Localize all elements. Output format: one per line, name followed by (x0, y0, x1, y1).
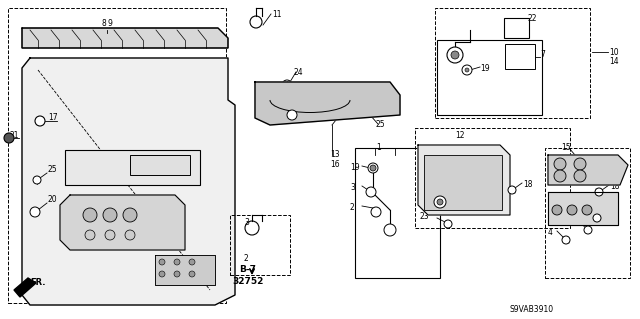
Bar (130, 155, 190, 175)
Text: 17: 17 (48, 114, 58, 122)
Bar (355, 148, 440, 278)
Bar (435, 8, 590, 118)
Circle shape (174, 271, 180, 277)
Circle shape (366, 187, 376, 197)
Text: 12: 12 (455, 131, 465, 140)
Text: 3: 3 (350, 183, 355, 192)
Bar (505, 44, 535, 69)
Polygon shape (14, 278, 36, 297)
Circle shape (159, 259, 165, 265)
Bar (230, 215, 290, 275)
Text: 3: 3 (244, 218, 249, 227)
Bar (437, 40, 542, 115)
Bar (415, 128, 570, 228)
Circle shape (508, 186, 516, 194)
Circle shape (552, 205, 562, 215)
Circle shape (189, 259, 195, 265)
Circle shape (593, 214, 601, 222)
Polygon shape (548, 192, 618, 225)
Polygon shape (22, 58, 235, 305)
Text: 5: 5 (572, 218, 577, 227)
Text: 14: 14 (609, 57, 619, 66)
Polygon shape (22, 28, 228, 48)
Bar (424, 155, 502, 210)
Bar (504, 18, 529, 38)
Polygon shape (418, 145, 510, 215)
Circle shape (159, 271, 165, 277)
Text: 11: 11 (272, 10, 282, 19)
Circle shape (584, 226, 592, 234)
Text: 10: 10 (609, 48, 619, 57)
Circle shape (174, 259, 180, 265)
Circle shape (370, 165, 376, 171)
Text: 24: 24 (294, 68, 303, 77)
Text: 18: 18 (610, 182, 620, 191)
Text: 13: 13 (330, 150, 340, 159)
Bar (65, 150, 200, 185)
Text: 19: 19 (350, 163, 360, 172)
Text: 7: 7 (540, 50, 545, 59)
Text: 18: 18 (523, 180, 532, 189)
Circle shape (85, 230, 95, 240)
Text: 2: 2 (350, 203, 355, 212)
Circle shape (574, 158, 586, 170)
Text: 15: 15 (561, 143, 571, 152)
Circle shape (83, 208, 97, 222)
Circle shape (554, 170, 566, 182)
Text: 23: 23 (420, 212, 429, 221)
Polygon shape (255, 82, 400, 125)
Circle shape (444, 220, 452, 228)
Text: 22: 22 (527, 14, 536, 23)
Polygon shape (548, 155, 628, 185)
Text: 20: 20 (48, 196, 58, 204)
Circle shape (125, 230, 135, 240)
Circle shape (368, 163, 378, 173)
Circle shape (189, 271, 195, 277)
Text: 2: 2 (244, 254, 249, 263)
Text: 19: 19 (480, 64, 490, 73)
Text: 25: 25 (375, 120, 385, 129)
Text: 32752: 32752 (232, 277, 264, 286)
Circle shape (595, 188, 603, 196)
Text: 21: 21 (10, 130, 19, 139)
Circle shape (287, 110, 297, 120)
Circle shape (462, 65, 472, 75)
Circle shape (105, 230, 115, 240)
Circle shape (371, 207, 381, 217)
Text: 8: 8 (102, 19, 106, 28)
Circle shape (384, 224, 396, 236)
Circle shape (574, 170, 586, 182)
Circle shape (567, 205, 577, 215)
Circle shape (4, 133, 14, 143)
Polygon shape (60, 195, 185, 250)
Polygon shape (155, 255, 215, 285)
Circle shape (465, 68, 469, 72)
Text: 9: 9 (108, 19, 113, 28)
Text: 23: 23 (609, 205, 619, 214)
Circle shape (33, 176, 41, 184)
Bar (8, 8, 226, 303)
Circle shape (103, 208, 117, 222)
Circle shape (447, 47, 463, 63)
Circle shape (437, 199, 443, 205)
Text: FR.: FR. (30, 278, 45, 287)
Circle shape (451, 51, 459, 59)
Text: 4: 4 (548, 228, 553, 237)
Circle shape (30, 207, 40, 217)
Bar (545, 148, 630, 278)
Circle shape (554, 158, 566, 170)
Text: 16: 16 (330, 160, 340, 169)
Circle shape (582, 205, 592, 215)
Text: B-7: B-7 (239, 265, 257, 274)
Circle shape (35, 116, 45, 126)
Text: 6: 6 (420, 193, 425, 202)
Text: S9VAB3910: S9VAB3910 (510, 305, 554, 314)
Text: 25: 25 (48, 166, 58, 174)
Circle shape (123, 208, 137, 222)
Circle shape (562, 236, 570, 244)
Circle shape (434, 196, 446, 208)
Text: 1: 1 (376, 143, 381, 152)
